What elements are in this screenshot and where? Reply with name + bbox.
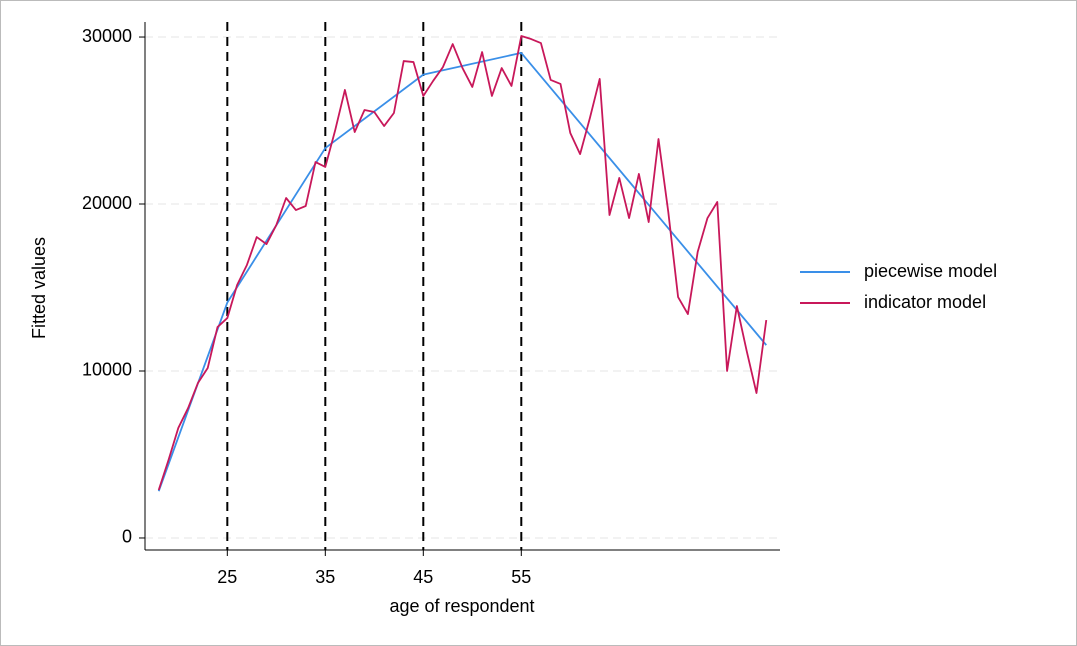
y-tick-label: 30000: [82, 26, 132, 46]
x-tick-label: 25: [217, 567, 237, 587]
x-tick-label: 35: [315, 567, 335, 587]
y-tick-label: 0: [122, 527, 132, 547]
legend-label: indicator model: [864, 292, 986, 312]
x-axis-label: age of respondent: [389, 596, 534, 616]
y-tick-label: 10000: [82, 360, 132, 380]
x-tick-label: 45: [413, 567, 433, 587]
y-axis-label: Fitted values: [29, 237, 49, 339]
series-line: [157, 35, 768, 491]
x-tick-label: 55: [511, 567, 531, 587]
y-tick-label: 20000: [82, 193, 132, 213]
legend-label: piecewise model: [864, 261, 997, 281]
